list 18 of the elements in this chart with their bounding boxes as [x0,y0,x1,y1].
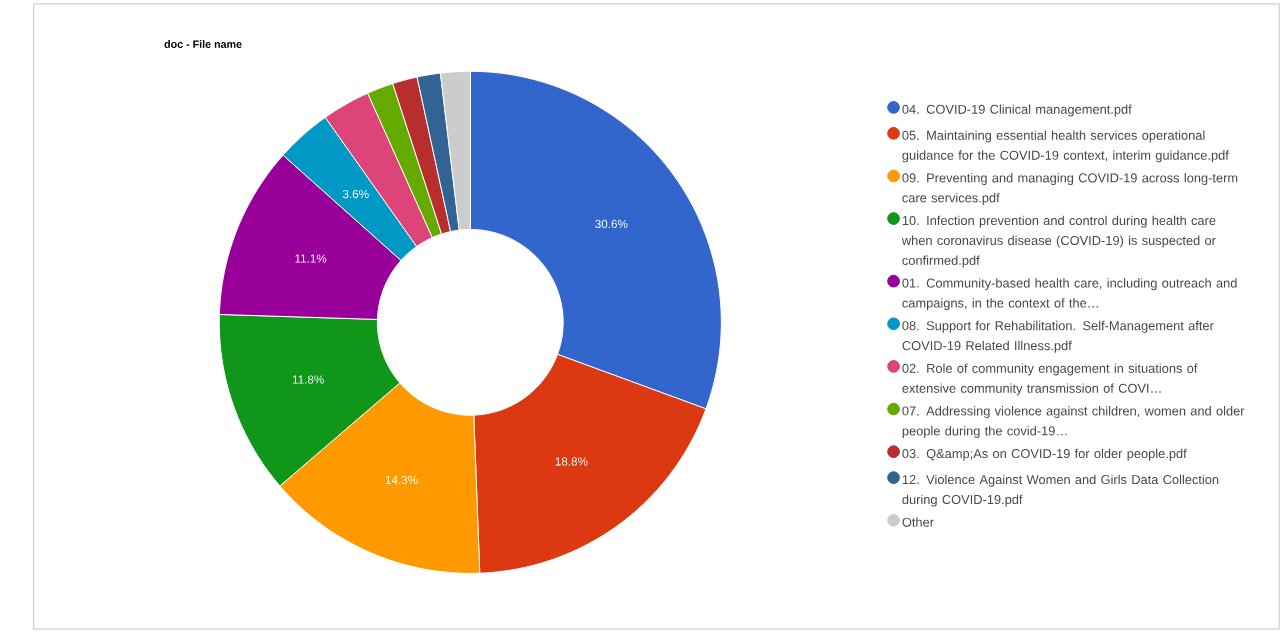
legend-label: 01. Community-based health care, including outreach and campaigns, in the context of the… [902,278,1237,311]
legend-label: 04. COVID-19 Clinical management.pdf [902,104,1132,117]
data-label: 14.3% [385,475,418,485]
data-label: 30.6% [595,219,628,229]
legend-label: 12. Violence Against Women and Girls Data Collection during COVID-19.pdf [902,474,1219,507]
data-label: 11.1% [295,254,327,263]
legend-label: 02. Role of community engagement in situations of extensive community transmission of COVI… [902,363,1198,396]
data-label: 11.8% [292,375,324,384]
legend-label: 10. Infection prevention and control during health care when coronavirus disease (COVID-19) is suspected or confirmed.pdf [901,215,1216,268]
data-label: 18.8% [555,457,588,466]
legend-label: 03. Q&amp;As on COVID-19 for older people.pdf [902,448,1187,461]
legend-label: 05. Maintaining essential health services operational guidance for the COVID-19 context, interim guidance.pdf [902,130,1229,163]
legend-label: 07. Addressing violence against children, women and older people during the covid-19… [902,406,1245,439]
chart-title: doc - File name [164,40,242,48]
legend-label: 09. Preventing and managing COVID-19 across long-term care services.pdf [902,173,1238,205]
legend-label: Other [902,517,934,527]
legend-label: 08. Support for Rehabilitation. Self-Management after COVID-19 Related Illness.pdf [902,320,1214,353]
data-label: 3.6% [342,189,369,199]
